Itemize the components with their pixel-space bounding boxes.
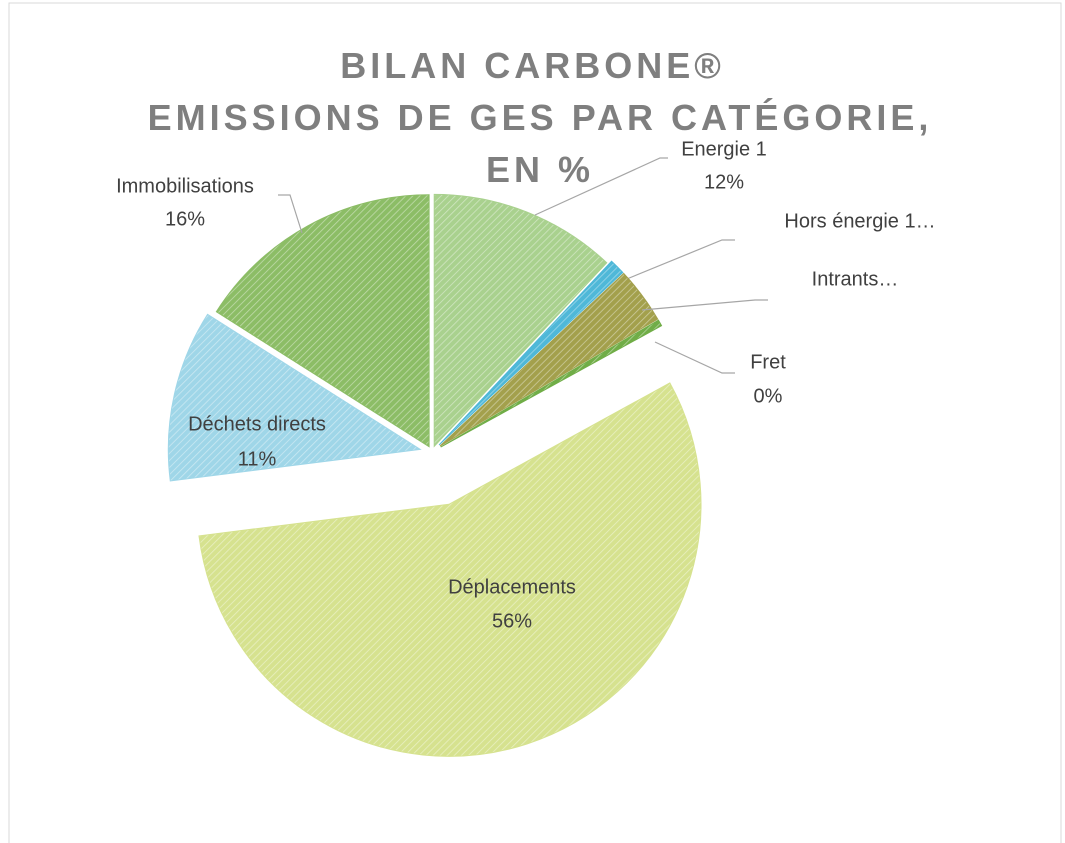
- category-label: Hors énergie 1…: [784, 210, 935, 232]
- chart-title: BILAN CARBONE®: [340, 45, 725, 86]
- chart-subtitle: EMISSIONS DE GES PAR CATÉGORIE, EN %: [147, 97, 933, 190]
- category-label: Déplacements: [448, 576, 576, 598]
- leader-line: [641, 299, 768, 311]
- leader-line: [616, 239, 735, 284]
- value-label: 0%: [754, 385, 783, 407]
- pie-slice: [215, 194, 430, 448]
- value-label: 12%: [704, 171, 744, 193]
- pie-slice: [198, 382, 702, 757]
- value-label: 11%: [238, 448, 277, 470]
- pie-slice: [439, 272, 659, 447]
- value-label: 56%: [492, 610, 532, 632]
- pie-slice: [438, 260, 624, 446]
- leader-line: [534, 157, 668, 216]
- category-label: Fret: [750, 351, 786, 373]
- category-label: Energie 1: [681, 138, 767, 160]
- pie-slice: [433, 193, 608, 448]
- leader-line: [654, 341, 735, 374]
- category-label: Immobilisations: [116, 175, 254, 197]
- chart-border: [8, 2, 1062, 843]
- pie-slice: [167, 313, 422, 482]
- pie-slice: [440, 319, 663, 448]
- category-label: Déchets directs: [188, 413, 326, 435]
- leader-line: [278, 194, 303, 234]
- value-label: 16%: [165, 208, 205, 230]
- category-label: Intrants…: [812, 268, 899, 290]
